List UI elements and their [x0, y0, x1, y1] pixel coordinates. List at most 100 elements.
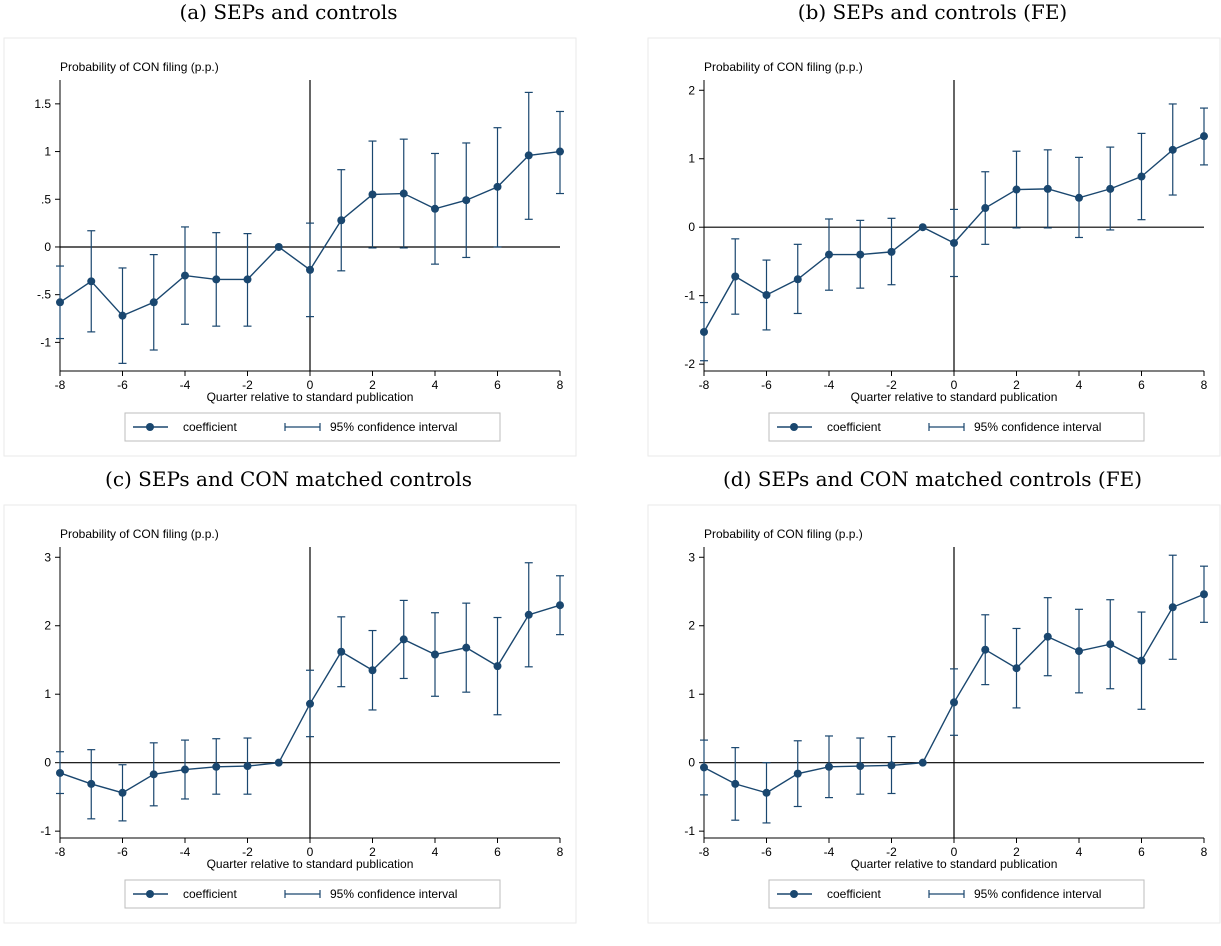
- legend-coefficient-label: coefficient: [827, 420, 881, 434]
- y-tick-label: -1: [684, 289, 695, 303]
- coefficient-point: [1168, 603, 1177, 612]
- coefficient-point: [1137, 656, 1146, 665]
- y-axis-label: Probability of CON filing (p.p.): [60, 527, 219, 541]
- coefficient-point: [306, 265, 314, 274]
- coefficient-point: [1012, 185, 1021, 194]
- x-tick-label: 4: [1076, 378, 1083, 392]
- coefficient-point: [368, 666, 377, 675]
- coefficient-point: [1106, 184, 1115, 193]
- x-axis-label: Quarter relative to standard publication: [207, 390, 414, 404]
- coefficient-point: [274, 242, 283, 251]
- coefficient-point: [337, 647, 346, 656]
- chart-frame: [647, 37, 1221, 457]
- coefficient-point: [306, 699, 314, 708]
- x-tick-label: -8: [699, 845, 710, 859]
- coefficient-point: [87, 779, 96, 788]
- x-tick-label: -6: [117, 845, 128, 859]
- chart-a: Probability of CON filing (p.p.) -1 -.5 0 .5…: [3, 37, 577, 457]
- coefficient-point: [1200, 590, 1208, 599]
- y-tick-label: 1: [688, 152, 695, 166]
- chart-title: (c) SEPs and CON matched controls: [105, 467, 472, 491]
- y-tick-label: 1: [688, 687, 695, 701]
- legend-coefficient-marker: [146, 890, 154, 898]
- coefficient-point: [793, 275, 802, 284]
- y-tick-label: 3: [44, 550, 51, 564]
- y-tick-label: 2: [44, 619, 51, 633]
- legend-ci-label: 95% confidence interval: [330, 887, 457, 901]
- coefficient-point: [243, 275, 252, 284]
- x-tick-label: 4: [432, 378, 439, 392]
- coefficient-point: [1168, 145, 1177, 154]
- coefficient-point: [731, 272, 740, 281]
- coefficient-point: [887, 247, 896, 256]
- x-tick-label: -4: [824, 845, 835, 859]
- chart-frame: [3, 504, 577, 924]
- coefficient-point: [493, 662, 502, 671]
- coefficient-point: [1075, 647, 1083, 656]
- legend-ci-label: 95% confidence interval: [974, 887, 1101, 901]
- x-tick-label: 0: [307, 378, 314, 392]
- x-tick-label: 2: [1013, 845, 1020, 859]
- coefficient-point: [825, 250, 833, 259]
- x-tick-label: 8: [557, 845, 564, 859]
- y-tick-label: 2: [688, 619, 695, 633]
- coefficient-point: [368, 190, 377, 199]
- x-axis-label: Quarter relative to standard publication: [851, 390, 1058, 404]
- y-axis-label: Probability of CON filing (p.p.): [704, 60, 863, 74]
- x-tick-label: 2: [369, 845, 376, 859]
- legend-ci-label: 95% confidence interval: [330, 420, 457, 434]
- coefficient-point: [1012, 664, 1021, 673]
- x-tick-label: -2: [886, 845, 897, 859]
- chart-frame: [3, 37, 577, 457]
- x-tick-label: -2: [242, 378, 253, 392]
- coefficient-point: [1106, 640, 1115, 649]
- chart-title: (b) SEPs and controls (FE): [797, 0, 1068, 24]
- legend-coefficient-label: coefficient: [827, 887, 881, 901]
- coefficient-point: [118, 788, 127, 797]
- x-tick-label: 4: [1076, 845, 1083, 859]
- y-tick-label: 3: [688, 550, 695, 564]
- coefficient-point: [1137, 172, 1146, 181]
- legend-coefficient-marker: [790, 890, 798, 898]
- x-tick-label: 0: [307, 845, 314, 859]
- coefficient-point: [399, 189, 408, 198]
- coefficient-point: [762, 788, 771, 797]
- coefficient-point: [556, 601, 564, 610]
- coefficient-point: [1200, 132, 1208, 141]
- x-tick-label: 8: [557, 378, 564, 392]
- coefficient-point: [950, 238, 958, 247]
- y-axis-label: Probability of CON filing (p.p.): [704, 527, 863, 541]
- coefficient-point: [1043, 632, 1052, 641]
- coefficient-point: [493, 182, 502, 191]
- y-tick-label: 0: [44, 240, 51, 254]
- coefficient-point: [856, 762, 865, 771]
- x-axis-label: Quarter relative to standard publication: [851, 857, 1058, 871]
- x-tick-label: -8: [55, 845, 66, 859]
- y-tick-label: -1: [40, 335, 51, 349]
- x-tick-label: -4: [180, 845, 191, 859]
- coefficient-point: [462, 643, 471, 652]
- coefficient-point: [181, 765, 189, 774]
- x-tick-label: -4: [180, 378, 191, 392]
- y-tick-label: 2: [688, 83, 695, 97]
- chart-title: (a) SEPs and controls: [179, 0, 398, 24]
- x-tick-label: -4: [824, 378, 835, 392]
- coefficient-point: [274, 758, 283, 767]
- coefficient-point: [149, 770, 158, 779]
- legend-coefficient-label: coefficient: [183, 420, 237, 434]
- coefficient-point: [118, 311, 127, 320]
- x-tick-label: 2: [369, 378, 376, 392]
- coefficient-point: [1043, 184, 1052, 193]
- x-tick-label: 6: [1138, 845, 1145, 859]
- legend-coefficient-marker: [146, 423, 154, 431]
- coefficient-point: [212, 762, 221, 771]
- y-tick-label: 1.5: [34, 97, 51, 111]
- x-tick-label: -2: [242, 845, 253, 859]
- chart-c: Probability of CON filing (p.p.) -1 0 1 2 3 -8…: [3, 504, 577, 924]
- coefficient-point: [1075, 193, 1083, 202]
- coefficient-point: [56, 768, 64, 777]
- x-axis-label: Quarter relative to standard publication: [207, 857, 414, 871]
- coefficient-point: [149, 298, 158, 307]
- coefficient-point: [825, 762, 833, 771]
- x-tick-label: 8: [1201, 845, 1208, 859]
